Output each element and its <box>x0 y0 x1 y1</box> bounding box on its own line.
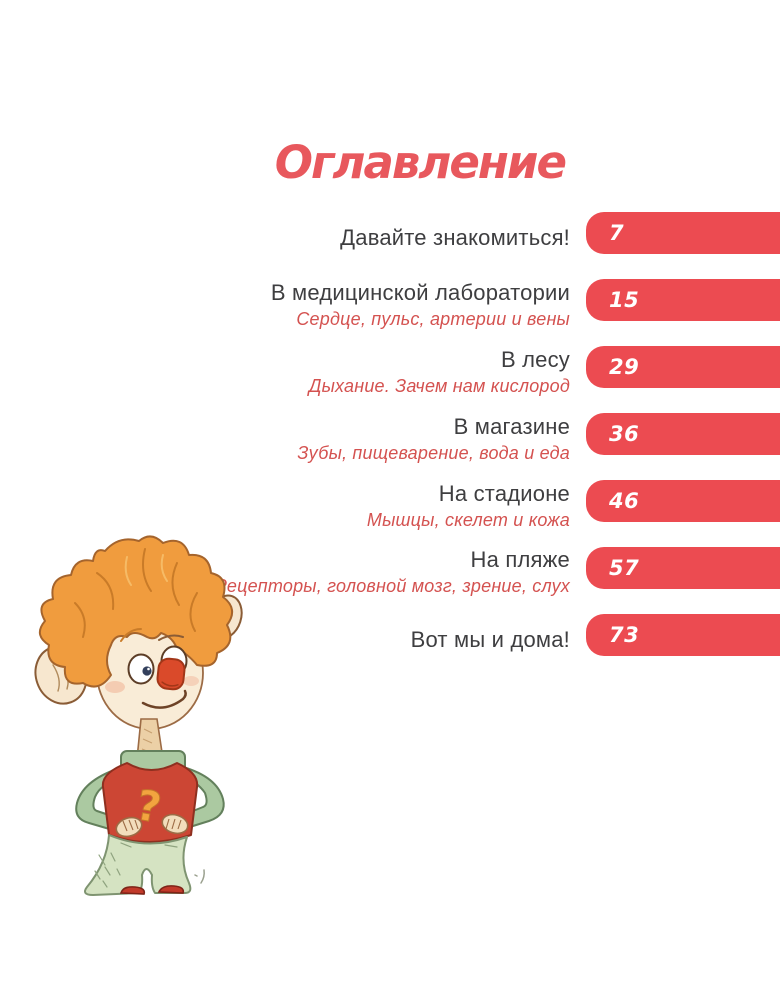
toc-row: На пляже Рецепторы, головной мозг, зрени… <box>0 534 780 601</box>
character-shoes <box>119 885 185 895</box>
toc-row: В магазине Зубы, пищеварение, вода и еда… <box>0 401 780 468</box>
toc-entry-text: На пляже Рецепторы, головной мозг, зрени… <box>0 547 586 598</box>
boy-character-drawing: ? <box>34 535 243 896</box>
toc-page-bar: 46 <box>586 480 780 522</box>
toc-entry-title: На стадионе <box>438 480 570 506</box>
toc-entry-text: В лесу Дыхание. Зачем нам кислород <box>0 347 586 398</box>
toc-entry-title: В магазине <box>453 413 570 439</box>
character-blush <box>105 681 125 693</box>
toc-page-number: 29 <box>609 355 640 380</box>
boy-character-illustration: ? <box>25 533 255 903</box>
toc-page-number: 57 <box>609 555 640 580</box>
toc-entry-text: Вот мы и дома! <box>0 627 586 653</box>
page-title: Оглавление <box>274 136 567 189</box>
sketch-doodle <box>194 869 205 884</box>
toc-page-number: 36 <box>609 422 640 447</box>
toc-page-bar: 36 <box>586 413 780 456</box>
character-hands <box>115 813 189 838</box>
toc-entry-title: На пляже <box>470 547 570 573</box>
toc-row: Вот мы и дома! 73 <box>0 601 780 668</box>
character-hair <box>38 535 234 688</box>
toc-row: На стадионе Мышцы, скелет и кожа 46 <box>0 468 780 535</box>
toc-entry-subtitle: Рецепторы, головной мозг, зрение, слух <box>214 576 570 597</box>
toc-row: Давайте знакомиться! 7 <box>0 200 780 267</box>
toc-entry-text: В медицинской лаборатории Сердце, пульс,… <box>0 280 586 331</box>
toc-page-number: 46 <box>609 489 640 513</box>
toc-entry-subtitle: Зубы, пищеварение, вода и еда <box>297 442 570 463</box>
toc-entry-text: На стадионе Мышцы, скелет и кожа <box>0 481 586 532</box>
toc-row: В медицинской лаборатории Сердце, пульс,… <box>0 267 780 334</box>
toc-page-bar: 15 <box>586 279 780 322</box>
toc-entry-title: Вот мы и дома! <box>410 626 570 652</box>
toc-entry-title: В лесу <box>500 346 570 372</box>
toc-row: В лесу Дыхание. Зачем нам кислород 29 <box>0 334 780 401</box>
toc-page-bar: 29 <box>586 346 780 389</box>
character-blush <box>183 676 199 686</box>
toc-list: Давайте знакомиться! 7 В медицинской лаб… <box>0 200 780 668</box>
toc-entry-subtitle: Мышцы, скелет и кожа <box>366 509 570 530</box>
character-pants <box>84 834 192 896</box>
toc-entry-title: В медицинской лаборатории <box>270 279 570 305</box>
toc-entry-title: Давайте знакомиться! <box>340 225 570 251</box>
toc-entry-text: Давайте знакомиться! <box>0 225 586 251</box>
character-mouth <box>141 689 187 709</box>
toc-entry-text: В магазине Зубы, пищеварение, вода и еда <box>0 414 586 465</box>
toc-entry-subtitle: Сердце, пульс, артерии и вены <box>296 308 570 329</box>
toc-entry-subtitle: Дыхание. Зачем нам кислород <box>308 375 570 396</box>
toc-page-number: 15 <box>609 288 640 313</box>
toc-page-bar: 57 <box>586 546 780 589</box>
character-nose <box>156 657 186 691</box>
toc-page-number: 7 <box>609 221 625 246</box>
toc-page-number: 73 <box>609 622 640 647</box>
toc-page-bar: 73 <box>586 613 780 656</box>
toc-page-bar: 7 <box>586 212 780 255</box>
